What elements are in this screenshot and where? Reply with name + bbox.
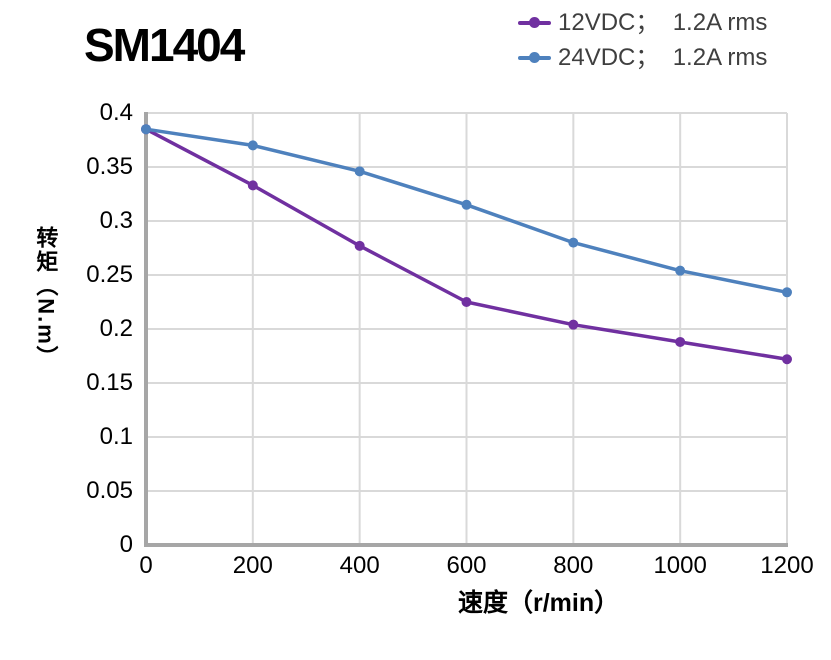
data-point — [354, 240, 365, 251]
legend-label-24vdc: 24VDC； 1.2A rms — [558, 43, 768, 71]
data-point — [247, 180, 258, 191]
y-tick-label: 0.2 — [99, 315, 133, 342]
x-tick-label: 0 — [139, 552, 153, 579]
legend-dot — [529, 51, 540, 63]
x-axis-label: 速度（r/min） — [458, 589, 620, 617]
data-point — [782, 287, 792, 298]
y-tick-label: 0.3 — [99, 207, 133, 234]
line-marker-icon — [518, 51, 551, 64]
y-tick-label: 0.25 — [86, 261, 133, 288]
line-marker-icon — [518, 16, 551, 29]
data-point — [461, 297, 472, 307]
chart-title: SM1404 — [84, 19, 245, 71]
data-point — [568, 237, 579, 248]
y-axis-label: 转矩（N.m） — [33, 226, 59, 370]
x-tick-label: 1200 — [760, 552, 814, 579]
data-point — [247, 140, 258, 151]
y-tick-label: 0 — [119, 531, 133, 558]
data-point — [461, 199, 472, 210]
legend-item-24vdc: 24VDC； 1.2A rms — [518, 40, 767, 75]
x-tick-label: 800 — [553, 552, 594, 579]
y-tick-label: 0.05 — [86, 477, 133, 504]
y-tick-label: 0.35 — [86, 153, 133, 180]
x-tick-label: 200 — [232, 552, 273, 579]
x-tick-label: 600 — [446, 552, 487, 579]
y-axis-ticks: 0 0.05 0.1 0.15 0.2 0.25 0.3 0.35 0.4 — [0, 0, 133, 660]
axes — [144, 112, 788, 547]
data-point — [675, 336, 686, 347]
data-point — [354, 166, 365, 177]
x-axis-ticks: 0 200 400 600 800 1000 1200 — [0, 552, 831, 583]
y-tick-label: 0.15 — [86, 369, 133, 396]
data-point — [782, 354, 792, 365]
x-tick-label: 400 — [339, 552, 380, 579]
x-tick-label: 1000 — [653, 552, 707, 579]
y-tick-label: 0.1 — [99, 423, 133, 450]
data-point — [141, 124, 151, 135]
legend-label-12vdc: 12VDC； 1.2A rms — [558, 8, 768, 36]
series-1 — [141, 124, 792, 298]
y-tick-label: 0.4 — [99, 99, 133, 126]
legend-item-12vdc: 12VDC； 1.2A rms — [518, 5, 767, 40]
legend: 12VDC； 1.2A rms 24VDC； 1.2A rms — [518, 5, 767, 75]
data-point — [568, 319, 579, 330]
legend-dot — [529, 16, 540, 28]
data-point — [675, 265, 686, 276]
